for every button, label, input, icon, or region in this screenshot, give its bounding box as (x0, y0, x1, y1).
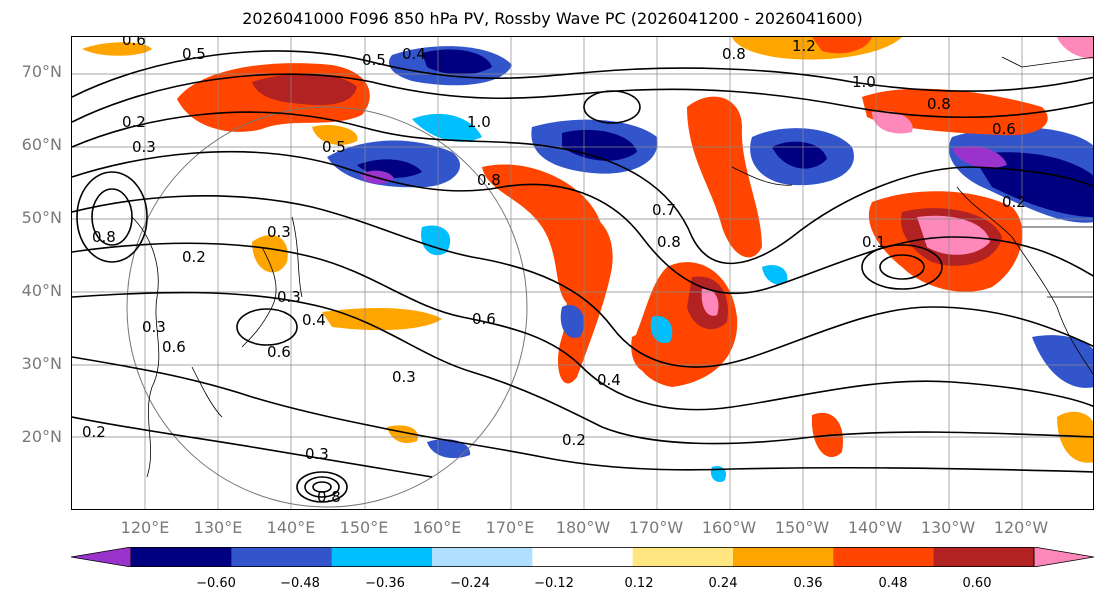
contour-label: 1.2 (792, 37, 816, 55)
graticule (72, 37, 1093, 509)
contour-label: 0.5 (182, 45, 206, 63)
colorbar-segment (331, 547, 433, 567)
lon-label: 140°W (847, 518, 903, 537)
pv-anomaly-shading (82, 37, 1093, 483)
colorbar-tick: 0.24 (708, 576, 738, 591)
contour-label: 0.6 (472, 310, 496, 328)
colorbar-tick: 0.48 (878, 576, 908, 591)
colorbar (71, 547, 1094, 567)
lat-label: 20°N (21, 427, 62, 446)
contour-label: 1.0 (467, 113, 491, 131)
map-canvas: 0.6 0.5 0.5 0.4 0.8 1.2 1.0 0.2 0.3 1.0 … (72, 37, 1093, 509)
colorbar-segment (532, 547, 634, 567)
contour-label: 0.3 (132, 138, 156, 156)
contour-label: 0.6 (162, 338, 186, 356)
contour-label: 0.3 (392, 368, 416, 386)
contour-label: 0.2 (82, 423, 106, 441)
contour-label: 0.3 (267, 223, 291, 241)
contour-label: 0.8 (477, 171, 501, 189)
colorbar-tick: 0.60 (962, 576, 992, 591)
colorbar-tick: −0.24 (450, 576, 490, 591)
contour-label: 0.2 (562, 431, 586, 449)
contour-label: 0.8 (657, 233, 681, 251)
contour-label: 0.4 (402, 45, 426, 63)
lon-label: 150°E (339, 518, 389, 537)
lon-label: 120°W (993, 518, 1049, 537)
lon-label: 140°E (266, 518, 316, 537)
colorbar-outline (130, 547, 1035, 567)
lon-label: 170°W (628, 518, 684, 537)
colorbar-tick: 0.36 (793, 576, 823, 591)
colorbar-segment (432, 547, 533, 567)
lon-label: 120°E (120, 518, 170, 537)
contour-label: 0.6 (122, 37, 146, 49)
range-circle (126, 106, 528, 508)
coastlines (131, 56, 1093, 478)
lon-label: 170°E (485, 518, 535, 537)
contour-label: 0.8 (317, 488, 341, 506)
map-title: 2026041000 F096 850 hPa PV, Rossby Wave … (242, 9, 863, 28)
contour-label: 0.8 (92, 228, 116, 246)
lat-label: 60°N (21, 135, 62, 154)
contour-label: 0.5 (322, 138, 346, 156)
contour-label: 0.7 (652, 201, 676, 219)
lat-label: 70°N (21, 62, 62, 81)
contour-labels: 0.6 0.5 0.5 0.4 0.8 1.2 1.0 0.2 0.3 1.0 … (82, 37, 1026, 506)
contour-label: 0.2 (182, 248, 206, 266)
colorbar-segment (1033, 547, 1094, 567)
contour-label: 0.8 (722, 45, 746, 63)
contour-label: 1.0 (852, 73, 876, 91)
colorbar-segment (833, 547, 935, 567)
map-panel: 0.6 0.5 0.5 0.4 0.8 1.2 1.0 0.2 0.3 1.0 … (71, 36, 1094, 510)
colorbar-tick: −0.12 (534, 576, 574, 591)
contour-label: 0.4 (302, 311, 326, 329)
colorbar-segment (131, 547, 232, 567)
contour-label: 0.5 (362, 51, 386, 69)
contour-label: 0.2 (1002, 193, 1026, 211)
lon-label: 180°W (555, 518, 611, 537)
contour-label: 0.3 (305, 445, 329, 463)
lat-label: 40°N (21, 281, 62, 300)
lat-label: 30°N (21, 354, 62, 373)
contour-label: 0.6 (992, 120, 1016, 138)
contour-label: 0.6 (267, 343, 291, 361)
lon-label: 130°E (193, 518, 243, 537)
lon-label: 160°W (701, 518, 757, 537)
colorbar-segment (933, 547, 1035, 567)
colorbar-segment (632, 547, 734, 567)
lat-label: 50°N (21, 208, 62, 227)
lon-label: 150°W (774, 518, 830, 537)
colorbar-tick: −0.36 (365, 576, 405, 591)
colorbar-segment (231, 547, 333, 567)
contour-label: 0.8 (927, 95, 951, 113)
colorbar-tick: −0.60 (196, 576, 236, 591)
colorbar-segment (733, 547, 834, 567)
lon-label: 160°E (412, 518, 462, 537)
contour-label: 0.1 (862, 233, 886, 251)
colorbar-segment (71, 547, 132, 567)
contour-label: 0.3 (277, 288, 301, 306)
contour-label: 0.2 (122, 113, 146, 131)
contour-label: 0.4 (597, 371, 621, 389)
pv-contours (72, 50, 1093, 503)
contour-label: 0.3 (142, 318, 166, 336)
colorbar-tick: −0.48 (280, 576, 320, 591)
lon-label: 130°W (920, 518, 976, 537)
colorbar-tick: 0.12 (624, 576, 654, 591)
